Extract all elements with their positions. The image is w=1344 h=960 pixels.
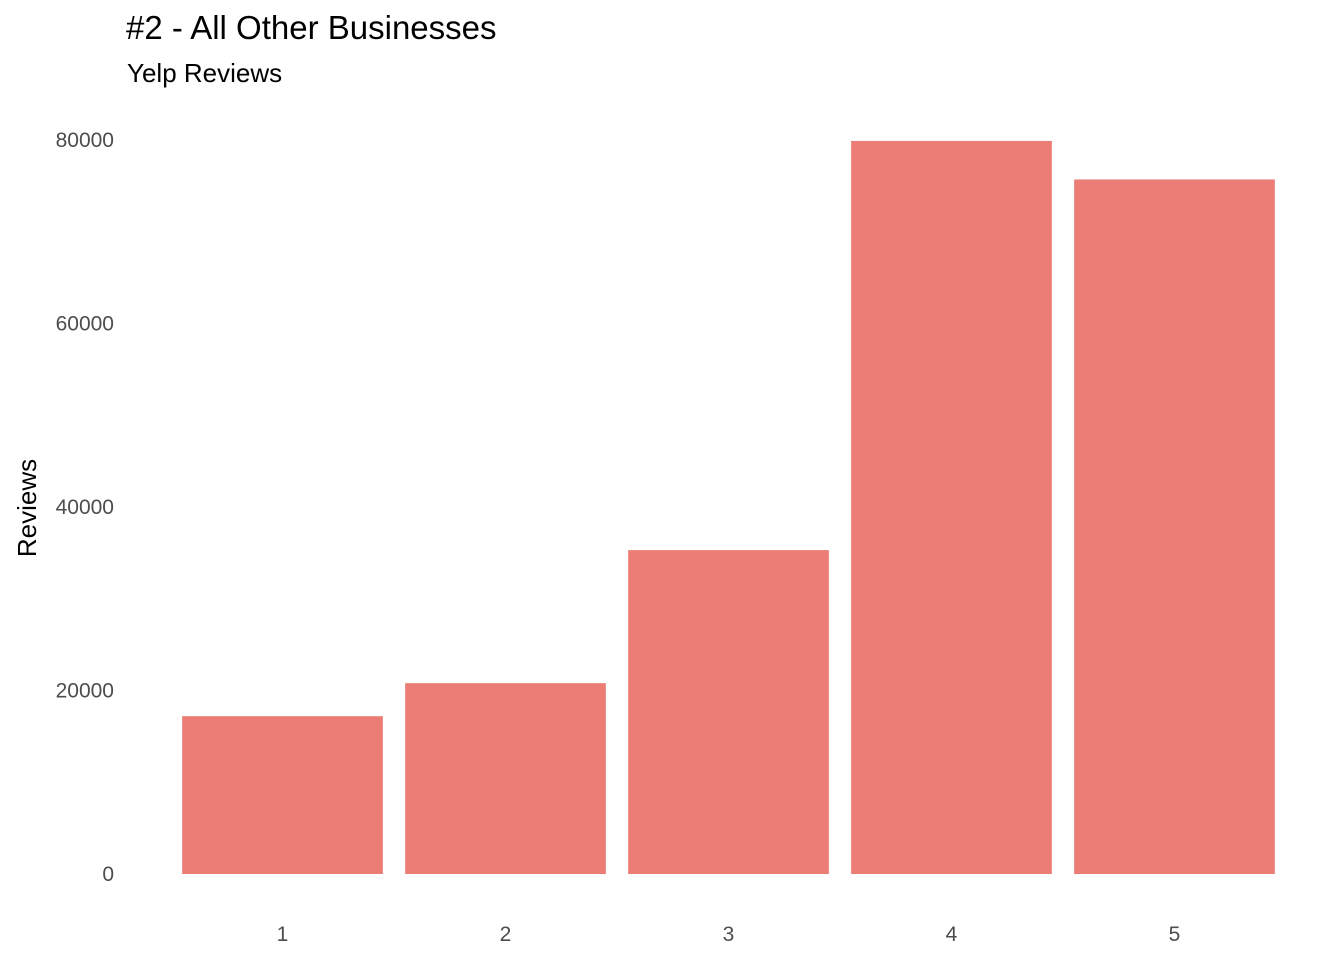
- bar: [405, 683, 606, 874]
- x-tick-label: 4: [946, 923, 958, 946]
- x-tick-label: 5: [1169, 923, 1181, 946]
- bars: [182, 140, 1275, 875]
- x-tick-label: 2: [500, 923, 512, 946]
- y-tick-label: 40000: [56, 496, 114, 519]
- y-axis-title: Reviews: [12, 459, 42, 557]
- bar: [1074, 179, 1275, 874]
- x-tick-label: 3: [723, 923, 735, 946]
- bar: [851, 140, 1052, 875]
- x-tick-label: 1: [277, 923, 289, 946]
- y-tick-label: 60000: [56, 313, 114, 336]
- y-tick-label: 80000: [56, 129, 114, 152]
- chart-title: #2 - All Other Businesses: [126, 9, 497, 46]
- bar: [182, 716, 383, 874]
- y-axis-ticks: 0 20000 40000 60000 80000: [56, 129, 114, 886]
- y-tick-label: 20000: [56, 680, 114, 703]
- chart-subtitle: Yelp Reviews: [127, 58, 282, 88]
- bar: [628, 550, 829, 874]
- x-axis-ticks: 1 2 3 4 5: [277, 923, 1181, 946]
- y-tick-label: 0: [102, 863, 114, 886]
